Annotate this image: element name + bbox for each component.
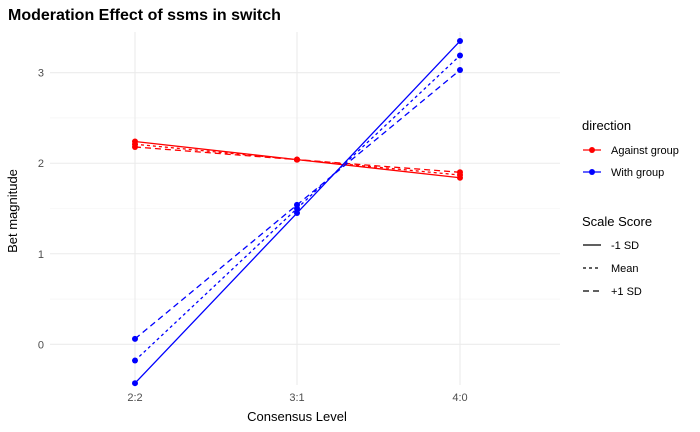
- legend-key-point: [589, 147, 595, 153]
- series-layer: [132, 38, 463, 387]
- data-point: [294, 156, 300, 163]
- data-point: [132, 143, 138, 150]
- x-tick-label: 3:1: [289, 392, 304, 404]
- legend-label: Against group: [611, 145, 679, 157]
- data-point: [132, 357, 138, 364]
- y-tick-label: 1: [38, 249, 44, 261]
- linetype-legend-title: Scale Score: [582, 214, 652, 229]
- legend-label: Mean: [611, 263, 639, 275]
- grid: [50, 32, 560, 385]
- y-axis-label: Bet magnitude: [5, 169, 20, 253]
- y-tick-label: 0: [38, 339, 44, 351]
- x-ticks: 2:2 3:1 4:0: [127, 392, 467, 404]
- legend-label: +1 SD: [611, 286, 642, 298]
- data-point: [294, 201, 300, 208]
- legend: direction Against group With group Scale …: [582, 118, 679, 298]
- data-point: [457, 52, 463, 59]
- data-point: [457, 169, 463, 176]
- x-tick-label: 2:2: [127, 392, 142, 404]
- x-tick-label: 4:0: [452, 392, 467, 404]
- linetype-legend-items: -1 SD Mean +1 SD: [583, 240, 642, 298]
- data-point: [294, 210, 300, 217]
- x-axis-label: Consensus Level: [247, 409, 347, 424]
- data-point: [132, 380, 138, 387]
- data-point: [457, 38, 463, 45]
- legend-key-point: [589, 169, 595, 175]
- data-point: [132, 335, 138, 342]
- y-tick-label: 2: [38, 158, 44, 170]
- legend-label: With group: [611, 167, 664, 179]
- chart-title: Moderation Effect of ssms in switch: [8, 7, 281, 24]
- data-point: [457, 67, 463, 74]
- color-legend-items: Against group With group: [583, 145, 679, 179]
- y-tick-label: 3: [38, 68, 44, 80]
- y-ticks: 0 1 2 3: [38, 68, 44, 352]
- color-legend-title: direction: [582, 118, 631, 133]
- legend-label: -1 SD: [611, 240, 639, 252]
